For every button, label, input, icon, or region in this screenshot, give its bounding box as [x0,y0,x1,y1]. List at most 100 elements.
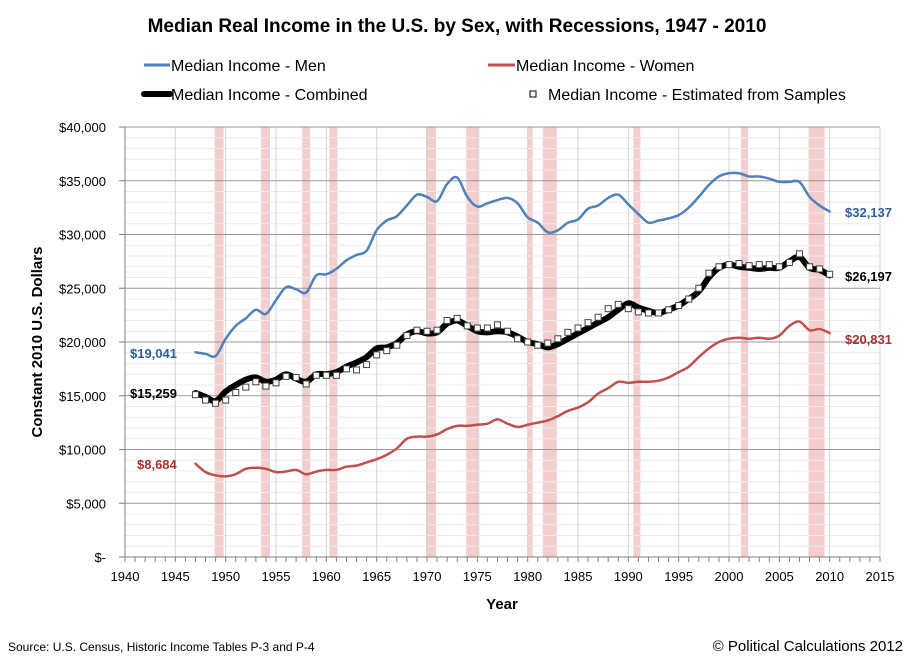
x-tick-label: 1980 [513,569,542,584]
sample-marker [806,263,814,271]
x-tick-labels: 1940 1945 1950 1955 1960 1965 1970 1975 1980 1985… [111,569,895,584]
y-axis-title: Constant 2010 U.S. Dollars [29,247,46,438]
sample-marker [393,341,401,349]
x-tick-label: 2000 [715,569,744,584]
label-men-start: $19,041 [130,346,177,361]
sample-marker [262,382,270,390]
legend-label-men: Median Income - Men [171,58,326,75]
x-tick-label: 1960 [312,569,341,584]
sample-marker [202,396,210,404]
x-tick-label: 1975 [463,569,492,584]
x-tick-label: 2010 [815,569,844,584]
y-tick-label: $25,000 [59,281,106,296]
sample-marker [644,309,652,317]
sample-marker [322,371,330,379]
x-tick-label: 1990 [614,569,643,584]
sample-marker [695,284,703,292]
series-line-combined [192,253,833,405]
label-women-end: $20,831 [845,332,892,347]
sample-marker [816,265,824,273]
sample-marker [675,301,683,309]
x-tick-label: 2005 [765,569,794,584]
sample-marker [312,371,320,379]
x-tick-label: 1940 [111,569,140,584]
series-line-men [194,171,831,359]
sample-marker [383,347,391,355]
sample-marker [795,250,803,258]
sample-marker [755,261,763,269]
x-axis-title: Year [486,596,518,613]
y-tick-label: $20,000 [59,335,106,350]
sample-marker [574,324,582,332]
y-tick-label: $35,000 [59,174,106,189]
sample-marker [242,383,250,391]
legend-label-samples: Median Income - Estimated from Samples [548,87,846,104]
sample-marker [634,308,642,316]
x-tick-label: 1955 [262,569,291,584]
label-men-end: $32,137 [845,205,892,220]
sample-marker [332,371,340,379]
sample-markers [191,250,834,407]
x-tick-label: 1995 [664,569,693,584]
sample-marker [191,391,199,399]
sample-marker [403,332,411,340]
copyright-note: © Political Calculations 2012 [713,638,903,655]
y-tick-label: $30,000 [59,228,106,243]
sample-marker [534,341,542,349]
sample-marker [504,327,512,335]
legend-swatch-samples [529,90,537,98]
y-tick-label: $40,000 [59,120,106,135]
sample-marker [483,324,491,332]
sample-marker [353,366,361,374]
sample-marker [212,399,220,407]
sample-marker [222,396,230,404]
sample-marker [544,339,552,347]
series-lines [192,171,833,478]
sample-marker [735,260,743,268]
sample-marker [584,319,592,327]
series-line-women [194,320,831,478]
label-women-start: $8,684 [137,457,178,472]
x-tick-label: 1950 [211,569,240,584]
x-tick-label: 1945 [161,569,190,584]
sample-marker [272,379,280,387]
chart-title: Median Real Income in the U.S. by Sex, w… [148,16,767,37]
sample-marker [232,389,240,397]
y-tick-label: $10,000 [59,443,106,458]
sample-marker [705,269,713,277]
sample-marker [655,309,663,317]
sample-marker [514,335,522,343]
sample-marker [725,261,733,269]
sample-marker [282,372,290,380]
sample-marker [745,262,753,270]
sample-marker [594,313,602,321]
sample-marker [342,365,350,373]
axes [119,126,881,562]
x-tick-label: 1985 [564,569,593,584]
sample-marker [554,335,562,343]
sample-marker [614,300,622,308]
x-tick-label: 2015 [866,569,895,584]
sample-marker [413,326,421,334]
x-tick-label: 1965 [362,569,391,584]
label-combined-end: $26,197 [845,269,892,284]
sample-marker [473,324,481,332]
y-tick-label: $5,000 [66,496,106,511]
sample-marker [624,305,632,313]
legend: Median Income - Men Median Income - Wome… [141,58,846,104]
sample-marker [443,317,451,324]
sample-marker [775,263,783,271]
y-tick-label: $- [94,550,106,565]
sample-marker [302,380,310,388]
sample-marker [433,326,441,334]
sample-marker [463,322,471,330]
sample-marker [765,261,773,269]
sample-marker [564,328,572,336]
sample-marker [685,295,693,303]
sample-marker [363,361,371,369]
sample-marker [665,306,673,314]
sample-marker [604,305,612,313]
label-combined-start: $15,259 [130,386,177,401]
legend-label-combined: Median Income - Combined [171,87,368,104]
